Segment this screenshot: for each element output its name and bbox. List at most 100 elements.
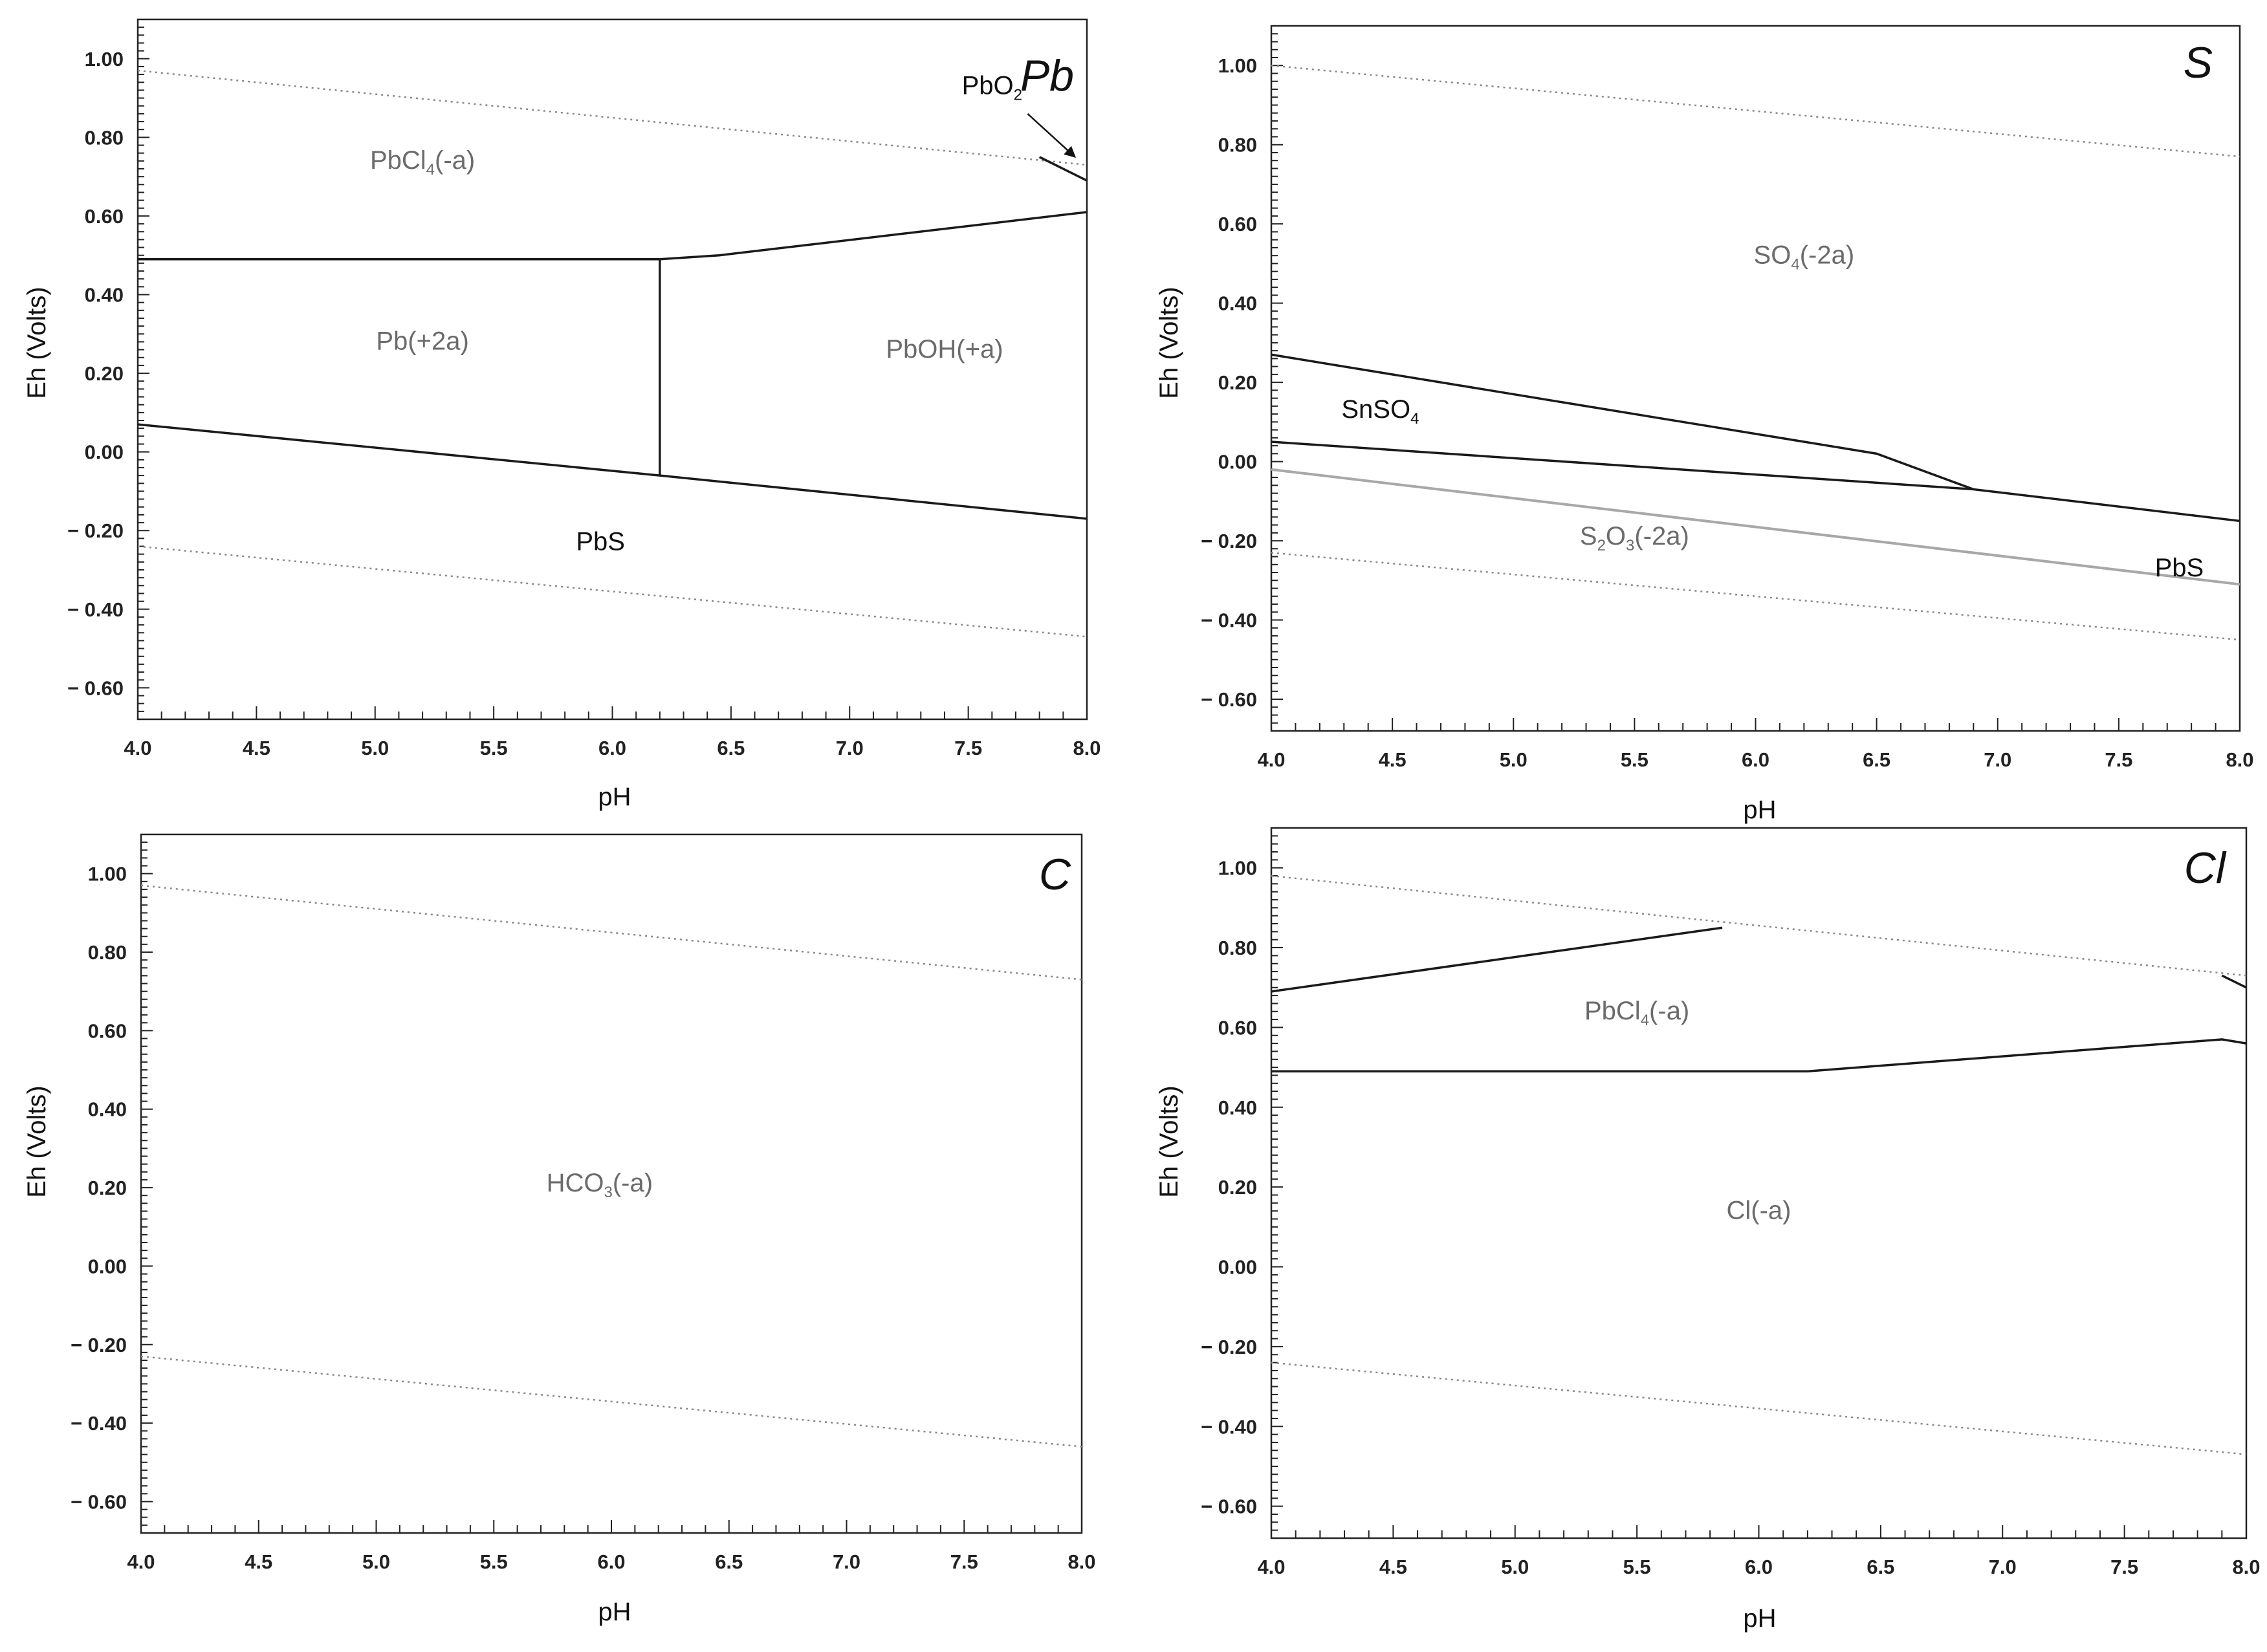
y-tick-label: 0.80 (88, 941, 127, 964)
region-label: PbS (576, 528, 625, 556)
y-tick-label: 0.40 (1218, 292, 1257, 315)
x-tick-label: 7.0 (836, 737, 864, 759)
x-axis-title: pH (598, 1598, 631, 1626)
x-axis-title: pH (598, 783, 631, 811)
x-tick-label: 4.5 (243, 737, 270, 759)
y-axis-title: Eh (Volts) (1155, 287, 1183, 398)
region-label: PbCl4(-a) (370, 146, 475, 179)
y-tick-label: 0.40 (1218, 1096, 1257, 1119)
x-tick-label: 6.0 (1742, 748, 1769, 771)
label-arrow (1027, 113, 1076, 158)
boundary-line (1271, 440, 2240, 523)
boundary-line (1038, 156, 1088, 182)
boundary-line (1271, 468, 2240, 586)
y-tick-label: − 0.40 (1201, 609, 1257, 632)
region-label: Pb(+2a) (376, 327, 468, 356)
x-tick-label: 8.0 (2232, 1556, 2260, 1578)
y-tick-label: 0.60 (88, 1019, 127, 1042)
x-tick-label: 4.5 (1379, 748, 1407, 771)
x-tick-label: 4.0 (1257, 1556, 1285, 1578)
x-tick-label: 5.5 (480, 1550, 508, 1573)
x-tick-label: 4.0 (124, 737, 151, 759)
y-tick-label: − 0.20 (1201, 530, 1257, 552)
y-tick-label: − 0.40 (1201, 1415, 1257, 1438)
region-label: SnSO4 (1341, 395, 1419, 428)
y-tick-label: 0.60 (1218, 213, 1257, 235)
region-label: PbCl4(-a) (1584, 997, 1689, 1029)
panel-title: C (1039, 850, 1071, 899)
y-tick-label: 0.20 (85, 362, 124, 385)
y-tick-label: 0.00 (1218, 1256, 1257, 1279)
x-tick-label: 5.5 (1621, 748, 1648, 771)
y-tick-label: − 0.60 (1201, 688, 1257, 711)
x-tick-label: 4.5 (1379, 1556, 1407, 1578)
region-label: HCO3(-a) (547, 1169, 653, 1201)
boundary-line (2221, 974, 2247, 989)
y-tick-label: − 0.20 (1201, 1336, 1257, 1358)
y-tick-label: − 0.60 (67, 677, 124, 699)
y-axis-title: Eh (Volts) (23, 287, 51, 398)
water-limit-line (1271, 1362, 2247, 1455)
x-axis-title: pH (1743, 1604, 1776, 1633)
x-tick-label: 8.0 (2226, 748, 2253, 771)
region-label: S2O3(-2a) (1580, 522, 1689, 554)
chart-panel-pb: Pb pH Eh (Volts) 4.0 4.5 5.0 5.5 6.0 6.5 7.0 7.… (23, 18, 1101, 811)
y-tick-label: 0.80 (1218, 134, 1257, 157)
y-tick-label: − 0.60 (1201, 1495, 1257, 1518)
x-tick-label: 8.0 (1068, 1550, 1095, 1573)
y-tick-label: 0.60 (85, 205, 124, 228)
region-label: PbS (2155, 554, 2204, 582)
x-tick-label: 5.5 (1623, 1556, 1651, 1578)
y-axis-title: Eh (Volts) (23, 1085, 51, 1197)
region-label: PbO2 (962, 71, 1022, 103)
water-limit-line (1271, 875, 2247, 977)
x-tick-label: 6.5 (1863, 748, 1890, 771)
x-tick-label: 7.0 (1989, 1556, 2017, 1578)
y-tick-label: 1.00 (88, 863, 127, 886)
y-tick-label: 0.80 (85, 126, 124, 149)
y-tick-label: − 0.60 (71, 1490, 127, 1513)
y-tick-label: 1.00 (1218, 54, 1257, 77)
y-tick-label: 0.80 (1218, 937, 1257, 959)
x-tick-label: 7.0 (1984, 748, 2011, 771)
x-tick-label: 7.0 (833, 1550, 860, 1573)
y-tick-label: − 0.40 (67, 598, 124, 621)
y-tick-label: 0.40 (85, 284, 124, 307)
region-label: Cl(-a) (1727, 1197, 1791, 1225)
water-limit-line (137, 69, 1088, 166)
water-limit-line (1271, 64, 2240, 158)
y-tick-label: 1.00 (85, 48, 124, 71)
y-tick-label: 0.20 (1218, 1176, 1257, 1199)
water-limit-line (140, 884, 1082, 981)
y-tick-label: 0.20 (1218, 371, 1257, 394)
y-tick-label: 0.00 (1218, 451, 1257, 473)
boundary-line (659, 211, 1088, 261)
region-label: SO4(-2a) (1754, 241, 1855, 273)
panel-title: Cl (2184, 843, 2227, 893)
y-tick-label: 0.40 (88, 1098, 127, 1121)
y-tick-label: − 0.20 (67, 519, 124, 542)
water-limit-line (140, 1355, 1082, 1448)
chart-panel-s: S pH Eh (Volts) 4.0 4.5 5.0 5.5 6.0 6.5 7.0 7.5… (1155, 25, 2254, 824)
boundary-line (137, 423, 1088, 520)
x-tick-label: 5.0 (362, 1550, 390, 1573)
chart-panel-c: C pH Eh (Volts) 4.0 4.5 5.0 5.5 6.0 6.5 7.0 7.5… (23, 833, 1096, 1626)
x-tick-label: 6.0 (597, 1550, 625, 1573)
x-tick-label: 4.5 (245, 1550, 272, 1573)
x-tick-label: 6.5 (1867, 1556, 1894, 1578)
region-label: PbOH(+a) (886, 335, 1003, 364)
y-tick-label: − 0.40 (71, 1412, 127, 1435)
y-tick-label: 0.20 (88, 1177, 127, 1199)
boundary-line (1271, 1038, 2247, 1073)
panel-title: S (2184, 38, 2213, 87)
x-tick-label: 7.5 (954, 737, 982, 759)
x-tick-label: 5.0 (1500, 748, 1528, 771)
water-limit-line (137, 545, 1088, 638)
panel-title: Pb (1020, 51, 1074, 100)
x-tick-label: 7.5 (2110, 1556, 2138, 1578)
y-tick-label: 0.00 (85, 441, 124, 464)
x-tick-label: 4.0 (1257, 748, 1285, 771)
y-tick-label: − 0.20 (71, 1334, 127, 1356)
